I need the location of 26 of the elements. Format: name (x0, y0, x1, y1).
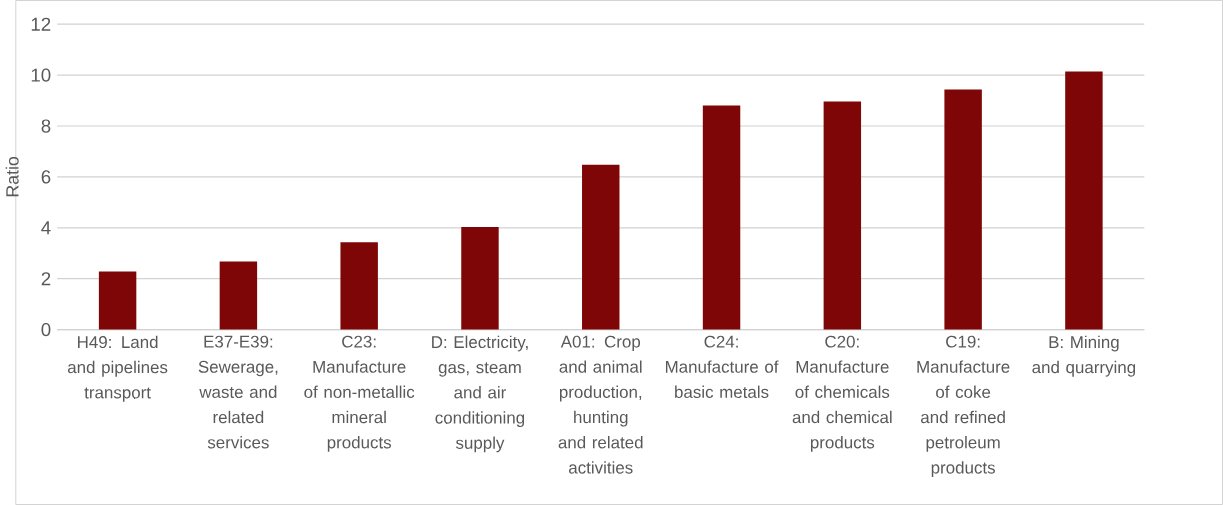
bar (1065, 71, 1103, 330)
bar (944, 89, 982, 330)
bar (582, 164, 620, 330)
x-tick-label: D: Electricity, gas, steam and air conditioning supply (432, 335, 528, 453)
y-tick-label: 10 (31, 68, 51, 82)
y-tick-label: 4 (41, 221, 51, 235)
bar (340, 242, 378, 330)
x-tick-label: E37-E39: Sewerage, waste and related services (198, 335, 278, 449)
x-tick-label: B: Mining and quarrying (1032, 335, 1136, 377)
y-tick-label: 8 (41, 119, 51, 133)
x-tick-label: C19: Manufacture of coke and refined petroleum products (917, 335, 1010, 478)
x-tick-label: H49: Land and pipelines transport (67, 335, 168, 402)
y-axis-title: Ratio (5, 156, 19, 197)
bar (823, 101, 862, 330)
bar (461, 227, 499, 330)
bar (98, 271, 137, 330)
bar (219, 261, 258, 330)
y-tick-label: 0 (41, 322, 51, 337)
y-tick-label: 2 (41, 272, 51, 286)
y-tick-label: 6 (41, 170, 51, 184)
x-tick-label: A01: Crop and animal production, hunting and related activities (558, 335, 643, 474)
x-tick-label: C20: Manufacture of chemicals and chemical products (792, 335, 892, 452)
x-tick-label: C23: Manufacture of non-metallic mineral products (304, 335, 415, 452)
y-tick-label: 12 (31, 17, 51, 31)
x-tick-label: C24: Manufacture of basic metals (665, 335, 779, 399)
bar (702, 105, 741, 330)
